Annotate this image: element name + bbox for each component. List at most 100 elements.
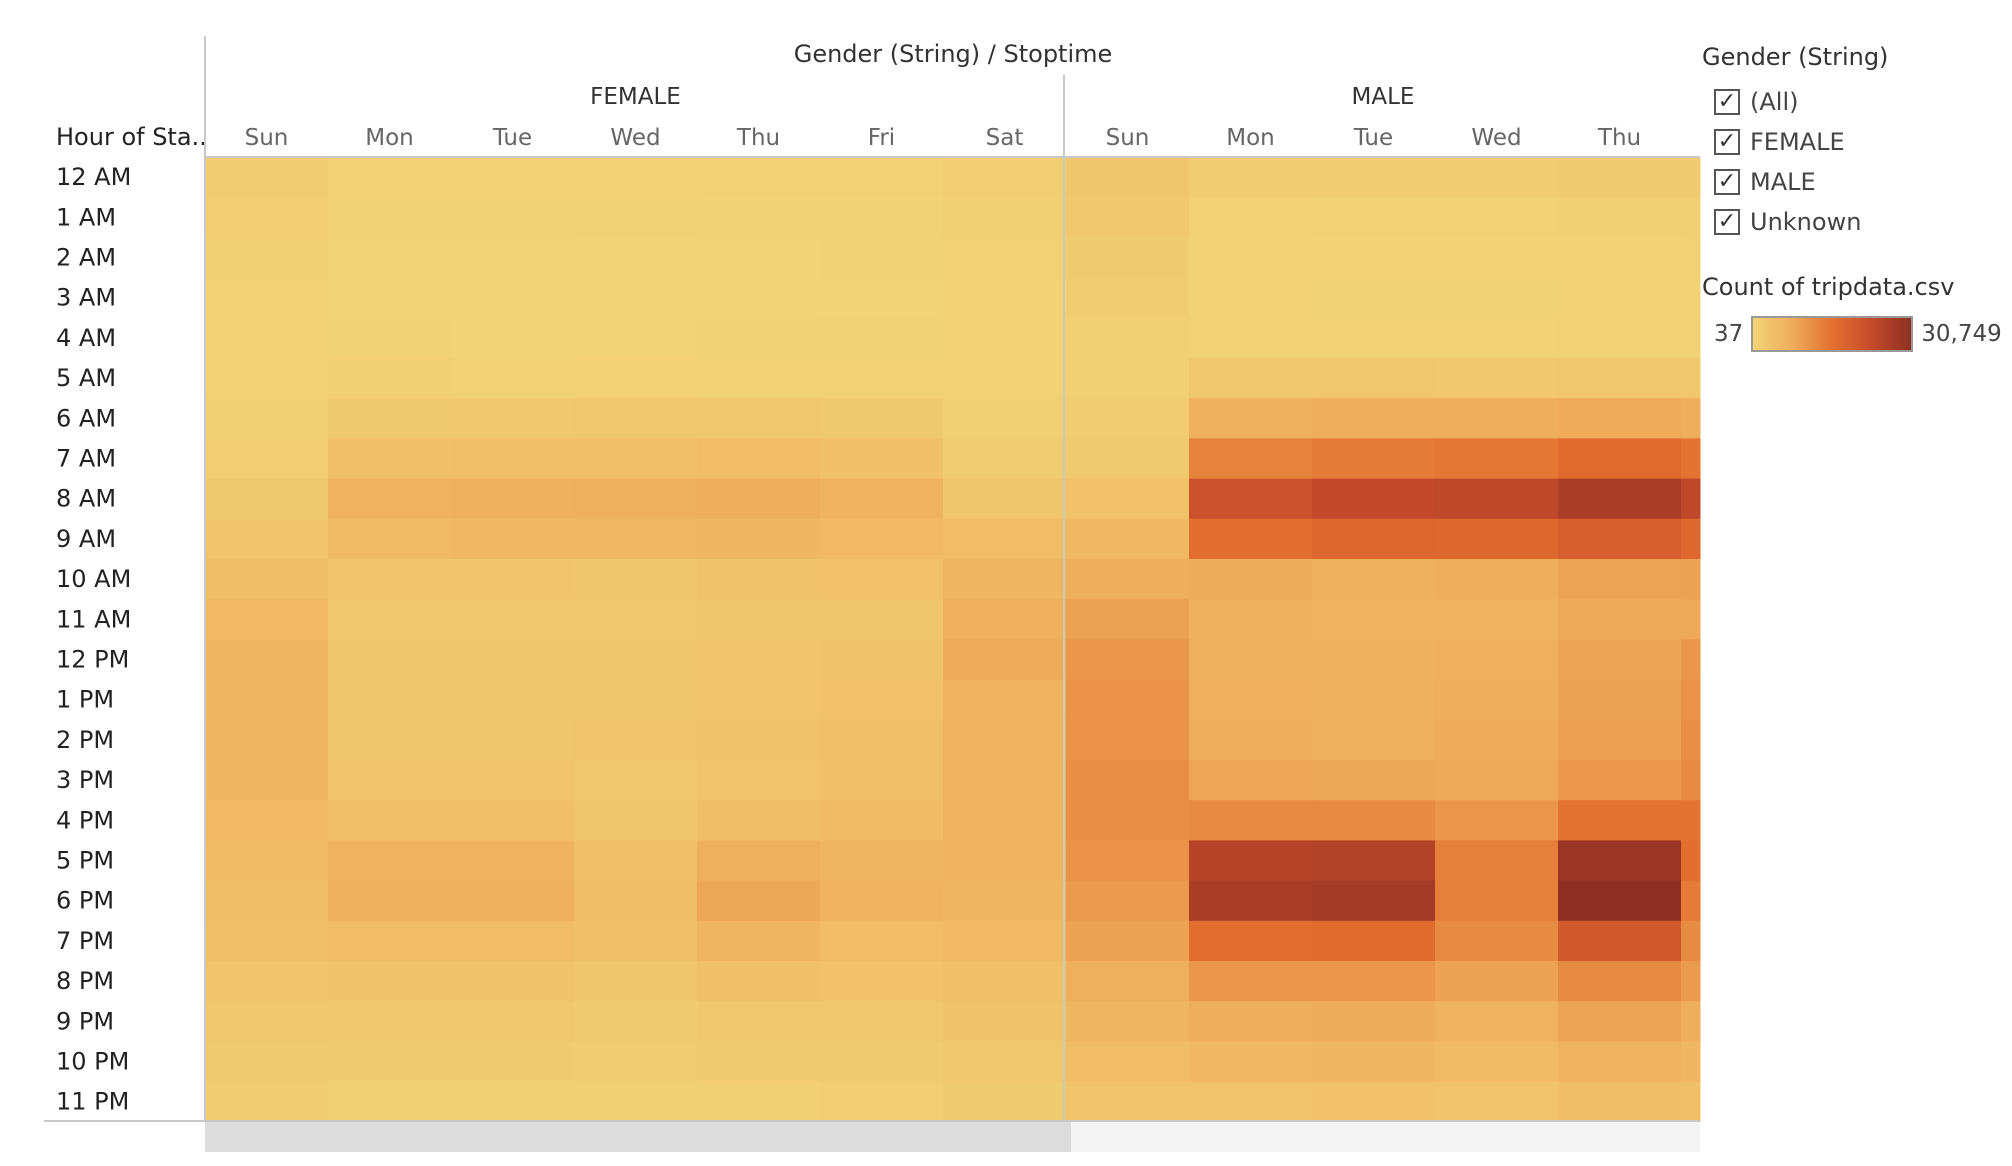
- heatmap-cell: [328, 719, 452, 761]
- heatmap-cell: [328, 398, 452, 439]
- heatmap-cell: [1681, 277, 1701, 319]
- heatmap-cell: [451, 237, 575, 279]
- checkbox-female[interactable]: ✓: [1714, 129, 1740, 155]
- heatmap-cell: [943, 1081, 1067, 1123]
- heatmap-cell: [1066, 760, 1190, 801]
- heatmap-cell: [943, 317, 1067, 359]
- heatmap-cell: [943, 478, 1067, 520]
- heatmap-cell: [574, 157, 698, 198]
- heatmap-cell: [1435, 317, 1559, 359]
- heatmap-cell: [328, 800, 452, 841]
- heatmap-cell: [328, 961, 452, 1002]
- filter-item-male[interactable]: ✓ MALE: [1702, 162, 2002, 202]
- heatmap-cell: [943, 277, 1067, 319]
- heatmap-cell: [205, 317, 329, 359]
- heatmap-cell: [1189, 237, 1313, 279]
- heatmap-cell: [328, 358, 452, 399]
- filter-item-unknown[interactable]: ✓ Unknown: [1702, 202, 2002, 242]
- scrollbar-thumb[interactable]: [205, 1122, 1071, 1152]
- heatmap-cell: [697, 1001, 821, 1042]
- heatmap-cell: [574, 237, 698, 279]
- heatmap-cell: [943, 1001, 1067, 1042]
- heatmap-cell: [820, 277, 944, 319]
- filter-item-female[interactable]: ✓ FEMALE: [1702, 122, 2002, 162]
- row-label: 4 PM: [56, 806, 114, 834]
- row-label: 9 AM: [56, 525, 116, 553]
- heatmap-cell: [1189, 358, 1313, 399]
- heatmap-cell: [1312, 358, 1436, 399]
- heatmap-cell: [697, 840, 821, 882]
- heatmap-cell: [574, 1081, 698, 1123]
- heatmap-cell: [205, 1041, 329, 1083]
- heatmap-cell: [820, 1081, 944, 1123]
- heatmap-cell: [697, 599, 821, 640]
- checkbox-unknown[interactable]: ✓: [1714, 209, 1740, 235]
- heatmap-cell: [1435, 760, 1559, 801]
- heatmap-cell: [1558, 237, 1682, 279]
- day-label: Tue: [492, 125, 532, 151]
- heatmap-cell: [1189, 398, 1313, 439]
- heatmap-cell: [451, 920, 575, 962]
- heatmap-cell: [328, 317, 452, 359]
- day-label: Sun: [1106, 125, 1150, 151]
- heatmap-cell: [943, 719, 1067, 761]
- day-label: Wed: [1471, 125, 1521, 151]
- heatmap-cell: [1189, 157, 1313, 198]
- heatmap-cell: [1189, 599, 1313, 640]
- heatmap-cell: [943, 961, 1067, 1002]
- heatmap-cell: [1312, 157, 1436, 198]
- heatmap-cell: [1312, 719, 1436, 761]
- heatmap-cell: [574, 277, 698, 319]
- heatmap-cell: [574, 880, 698, 922]
- group-label: FEMALE: [590, 84, 681, 110]
- row-label: 7 AM: [56, 445, 116, 473]
- heatmap-cell: [574, 1041, 698, 1083]
- heatmap-cell: [328, 679, 452, 721]
- heatmap-cell: [1435, 1001, 1559, 1042]
- heatmap-cell: [1312, 317, 1436, 359]
- heatmap-cell: [574, 1001, 698, 1042]
- heatmap-cell: [1558, 478, 1682, 520]
- heatmap-cell: [1681, 800, 1701, 841]
- heatmap-cell: [943, 760, 1067, 801]
- heatmap-cell: [943, 518, 1067, 560]
- legend-panel: Gender (String) ✓ (All) ✓ FEMALE ✓ MALE …: [1702, 42, 2002, 354]
- heatmap-cell: [328, 920, 452, 962]
- heatmap-cell: [574, 599, 698, 640]
- heatmap-cell: [328, 880, 452, 922]
- row-header: Hour of Sta..: [56, 123, 207, 151]
- heatmap-cell: [697, 880, 821, 922]
- heatmap-cell: [328, 840, 452, 882]
- heatmap-cell: [1435, 277, 1559, 319]
- filter-item-all[interactable]: ✓ (All): [1702, 82, 2002, 122]
- heatmap-cell: [328, 237, 452, 279]
- heatmap-cell: [1312, 438, 1436, 480]
- heatmap-cell: [1435, 438, 1559, 480]
- heatmap-cell: [1681, 157, 1701, 198]
- heatmap-cell: [697, 961, 821, 1002]
- heatmap-cell: [574, 317, 698, 359]
- heatmap-cell: [1312, 559, 1436, 600]
- row-label: 12 PM: [56, 646, 129, 674]
- day-label: Wed: [610, 125, 660, 151]
- group-label: MALE: [1352, 84, 1415, 110]
- heatmap-cell: [205, 559, 329, 600]
- heatmap-cell: [697, 438, 821, 480]
- heatmap-cell: [328, 478, 452, 520]
- heatmap-cell: [697, 197, 821, 238]
- checkbox-male[interactable]: ✓: [1714, 169, 1740, 195]
- heatmap-cell: [1558, 679, 1682, 721]
- heatmap-cell: [451, 639, 575, 681]
- heatmap-cell: [1312, 237, 1436, 279]
- heatmap-cell: [1066, 157, 1190, 198]
- heatmap-cell: [328, 197, 452, 238]
- heatmap-cell: [1066, 679, 1190, 721]
- heatmap-cell: [205, 518, 329, 560]
- horizontal-scrollbar[interactable]: [205, 1122, 1700, 1152]
- filter-label-male: MALE: [1750, 168, 1816, 196]
- heatmap-cell: [820, 639, 944, 681]
- heatmap-cell: [820, 920, 944, 962]
- heatmap-cell: [943, 920, 1067, 962]
- checkbox-all[interactable]: ✓: [1714, 89, 1740, 115]
- color-legend-title: Count of tripdata.csv: [1702, 273, 1955, 301]
